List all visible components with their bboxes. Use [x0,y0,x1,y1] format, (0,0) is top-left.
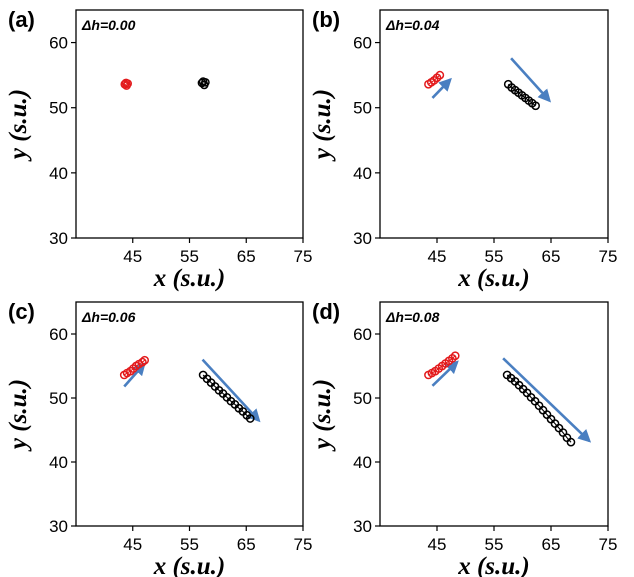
trajectory-line [124,82,129,87]
panel-1: 45 55 65 75 30 40 50 60 x (s.u.) y (s.u.) (a) Δh=0.… [5,7,312,292]
x-tick-label: 45 [123,535,142,554]
x-tick-label: 55 [485,535,504,554]
x-tick-label: 75 [294,535,313,554]
direction-arrow [502,357,592,443]
x-tick-label: 75 [599,535,618,554]
delta-h-annotation: Δh=0.00 [81,17,136,33]
panel-label: (a) [8,7,35,32]
x-axis-label: x (s.u.) [153,265,226,292]
delta-h-annotation: Δh=0.06 [81,309,136,325]
y-axis-label: y (s.u.) [5,379,32,452]
data-point [245,414,255,423]
x-tick-label: 55 [180,247,199,266]
data-point [198,77,208,87]
panel-3: 45 55 65 75 30 40 50 60 x (s.u.) y (s.u.) (c) Δh=0.… [5,299,312,577]
delta-h-annotation: Δh=0.04 [385,17,440,33]
y-tick-label: 60 [49,34,68,53]
y-tick-label: 30 [49,229,68,248]
plot-frame [75,9,304,239]
plot-frame [379,9,609,239]
x-tick-label: 55 [180,535,199,554]
data-point [138,357,147,367]
x-tick-label: 75 [599,247,618,266]
y-tick-label: 60 [353,325,372,344]
direction-arrow [431,360,459,387]
delta-h-annotation: Δh=0.08 [385,309,440,325]
y-tick-label: 60 [353,34,372,53]
y-tick-label: 30 [353,229,372,248]
panel-4: 45 55 65 75 30 40 50 60 x (s.u.) y (s.u.) (d) Δh=0.… [309,299,617,577]
plot-frame [75,301,304,527]
panel-label: (b) [312,7,340,32]
data-point [531,101,540,111]
x-tick-label: 75 [294,247,313,266]
y-tick-label: 40 [353,164,372,183]
x-tick-label: 65 [542,247,561,266]
x-tick-label: 65 [237,535,256,554]
x-tick-label: 65 [542,535,561,554]
panel-label: (d) [312,299,340,324]
y-axis-label: y (s.u.) [309,89,336,162]
x-tick-label: 45 [123,247,142,266]
direction-arrow [431,77,452,99]
y-tick-label: 40 [353,453,372,472]
direction-arrow [201,358,261,423]
y-tick-label: 50 [353,99,372,118]
y-tick-label: 30 [353,517,372,536]
direction-arrow [510,57,552,103]
data-point [140,355,150,365]
data-point [197,78,207,88]
y-axis-label: y (s.u.) [309,379,336,452]
panel-label: (c) [8,299,35,324]
plot-frame [379,301,609,527]
y-tick-label: 40 [49,164,68,183]
y-tick-label: 50 [49,99,68,118]
panel-2: 45 55 65 75 30 40 50 60 x (s.u.) y (s.u.) (b) Δh=0.… [309,7,617,292]
data-point [121,78,131,88]
data-point [435,70,445,80]
y-tick-label: 30 [49,517,68,536]
y-axis-label: y (s.u.) [5,89,32,162]
x-tick-label: 65 [237,247,256,266]
x-axis-label: x (s.u.) [457,265,530,292]
y-tick-label: 40 [49,453,68,472]
data-point [566,437,576,447]
data-point [450,351,460,361]
x-axis-label: x (s.u.) [153,553,226,577]
y-tick-label: 50 [49,389,68,408]
x-tick-label: 45 [428,535,447,554]
x-tick-label: 45 [428,247,447,266]
y-tick-label: 50 [353,389,372,408]
trajectory-line [202,374,251,419]
y-tick-label: 60 [49,325,68,344]
x-tick-label: 55 [485,247,504,266]
x-axis-label: x (s.u.) [457,553,530,577]
